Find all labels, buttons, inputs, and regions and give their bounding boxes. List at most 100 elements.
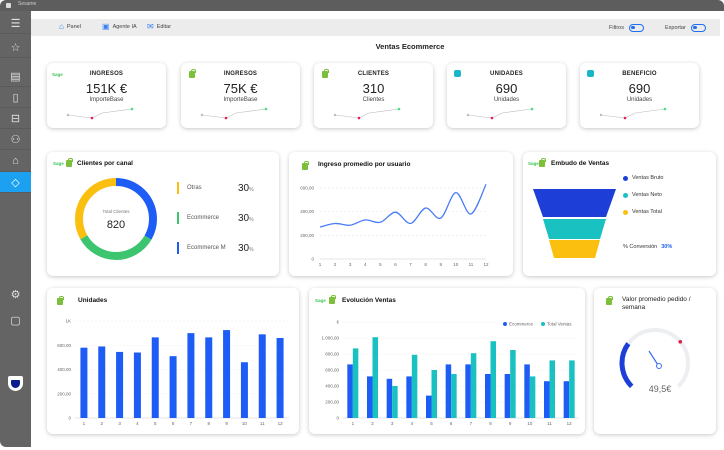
legend-swatch	[177, 182, 179, 194]
x-tick-label: 10	[453, 262, 459, 267]
legend-swatch	[177, 242, 179, 254]
filtros-toggle[interactable]	[628, 24, 644, 32]
spark-point-high	[530, 107, 534, 111]
nav-panel[interactable]: ⌂ Panel	[59, 22, 81, 31]
tag-icon[interactable]: ◇	[0, 172, 31, 193]
bar-ecommerce[interactable]	[426, 395, 432, 418]
gift-icon[interactable]: ⌂	[0, 151, 31, 172]
sage-logo: Sage	[53, 161, 64, 166]
clipboard-icon[interactable]: ▯	[0, 87, 31, 108]
x-tick-label: 5	[379, 262, 382, 267]
x-tick-label: 6	[394, 262, 397, 267]
legend-label: Otras	[187, 185, 202, 191]
x-tick-label: 2	[334, 262, 337, 267]
bar-ecommerce[interactable]	[544, 381, 550, 418]
bar[interactable]	[133, 352, 141, 418]
conversion-row: % Conversión 30%	[623, 244, 672, 250]
bar-total-ventas[interactable]	[470, 353, 477, 418]
kpi-subtitle: ImporteBase	[223, 97, 258, 103]
bar-total-ventas[interactable]	[352, 348, 359, 418]
bar[interactable]	[151, 337, 159, 418]
bar-total-ventas[interactable]	[510, 350, 516, 418]
bar[interactable]	[80, 347, 88, 418]
bar-ecommerce[interactable]	[445, 364, 452, 418]
spark-point-start	[66, 113, 70, 117]
bar-ecommerce[interactable]	[485, 374, 491, 418]
x-tick-label: 12	[567, 421, 573, 426]
bar-ecommerce[interactable]	[367, 376, 373, 418]
nav-editar[interactable]: ✉ Editar	[147, 22, 171, 31]
y-tick-label: 600,00	[325, 368, 339, 373]
bar[interactable]	[205, 337, 213, 418]
bar[interactable]	[187, 333, 195, 418]
calendar-icon[interactable]: ▤	[0, 66, 31, 87]
legend-percent: 30%	[238, 243, 254, 254]
bar[interactable]	[240, 362, 248, 418]
x-tick-label: 6	[172, 421, 175, 426]
bar-total-ventas[interactable]	[569, 360, 575, 418]
x-tick-label: 9	[509, 421, 512, 426]
y-tick-label: 200,00	[300, 233, 314, 238]
x-tick-label: 4	[364, 262, 367, 267]
shopify-icon	[189, 69, 196, 78]
bar-total-ventas[interactable]	[490, 341, 497, 418]
donut-slice-ecommerce[interactable]	[75, 178, 157, 260]
exportar-label: Exportar	[665, 25, 686, 31]
kpi-card-unidades: UNIDADES 690 Unidades	[447, 63, 566, 128]
bar-total-ventas[interactable]	[392, 386, 398, 418]
donut-slice-otras[interactable]	[75, 178, 157, 260]
bar-total-ventas[interactable]	[529, 376, 536, 418]
nav-agente-ia[interactable]: ▣ Agente IA	[102, 22, 137, 31]
bar-ecommerce[interactable]	[347, 364, 353, 418]
x-tick-label: 6	[450, 421, 453, 426]
bar[interactable]	[258, 334, 266, 418]
bar-total-ventas[interactable]	[431, 370, 438, 418]
bar[interactable]	[276, 337, 284, 418]
percent-unit: %	[249, 187, 254, 193]
bar-total-ventas[interactable]	[451, 374, 457, 418]
bar-ecommerce[interactable]	[504, 374, 511, 418]
x-tick-label: 7	[190, 421, 193, 426]
x-tick-label: 11	[469, 262, 474, 267]
kpi-title: CLIENTES	[357, 71, 390, 77]
y-tick-label: 200,00	[57, 391, 71, 396]
teal-app-icon	[454, 70, 461, 77]
legend-item: Ecommerce	[177, 212, 219, 224]
menu-icon[interactable]: ☰	[0, 13, 31, 34]
gauge-value: 49,5€	[648, 384, 672, 394]
spark-point-start	[333, 113, 337, 117]
x-tick-label: 3	[349, 262, 352, 267]
x-tick-label: 8	[424, 262, 427, 267]
bar[interactable]	[169, 356, 177, 418]
bar-ecommerce[interactable]	[386, 378, 393, 418]
star-icon[interactable]: ☆	[0, 37, 31, 58]
square-icon[interactable]: ▢	[10, 315, 21, 327]
x-tick-label: 8	[207, 421, 210, 426]
y-tick-label: 400,00	[300, 209, 314, 214]
kpi-card-beneficio: BENEFICIO 690 Unidades	[580, 63, 699, 128]
exportar-toggle[interactable]	[690, 24, 706, 32]
kpi-subtitle: ImporteBase	[89, 97, 124, 103]
bar-ecommerce[interactable]	[563, 381, 570, 418]
legend-label: Ecommerce	[509, 322, 534, 327]
settings-icon[interactable]: ⚙	[10, 289, 21, 301]
bar-ecommerce[interactable]	[406, 376, 412, 418]
x-tick-label: 12	[483, 262, 489, 267]
shopify-icon	[606, 296, 613, 305]
box-icon[interactable]: ⊟	[0, 108, 31, 129]
y-tick-label: 600,00	[300, 185, 314, 190]
x-tick-label: 1	[319, 262, 322, 267]
bar[interactable]	[223, 330, 231, 418]
kpi-subtitle: Unidades	[626, 97, 653, 103]
bar-ecommerce[interactable]	[524, 364, 530, 418]
legend-percent: 30%	[238, 213, 254, 224]
bar[interactable]	[116, 351, 124, 418]
bar-total-ventas[interactable]	[549, 360, 556, 418]
bar-total-ventas[interactable]	[411, 354, 418, 418]
users-icon[interactable]: ⚇	[0, 129, 31, 150]
bar-total-ventas[interactable]	[372, 337, 379, 418]
bar-ecommerce[interactable]	[465, 364, 471, 418]
bar[interactable]	[98, 346, 106, 418]
